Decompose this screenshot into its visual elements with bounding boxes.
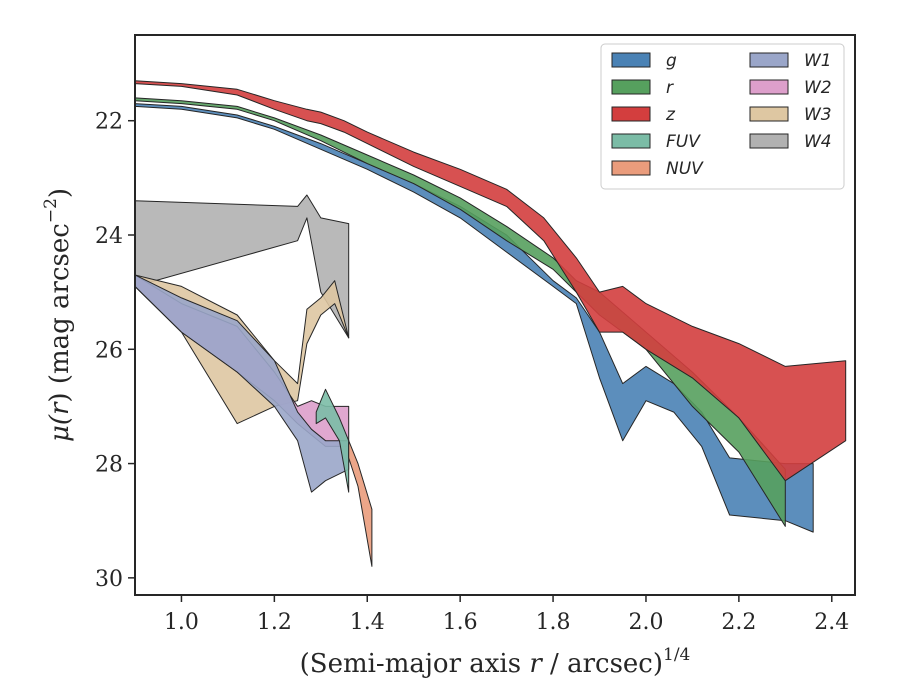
x-tick-label: 2.4 (814, 610, 849, 635)
band-fuv (315, 388, 350, 493)
legend-swatch-w1 (749, 52, 789, 68)
legend-swatch-nuv (611, 160, 651, 176)
legend-swatch-fuv (611, 133, 651, 149)
band-nuv (348, 440, 373, 567)
legend-label-z: z (665, 105, 676, 125)
legend-label-g: g (666, 51, 677, 71)
legend-label-fuv: FUV (666, 132, 701, 152)
x-axis-ticks: 1.0 1.2 1.4 1.6 1.8 2.0 2.2 2.4 (164, 595, 849, 635)
x-tick-label: 1.0 (164, 610, 199, 635)
plot-frame (134, 34, 856, 596)
legend-swatch-r (611, 79, 651, 95)
x-tick-label: 2.2 (721, 610, 756, 635)
band-r (135, 97, 786, 527)
legend-label-w2: W2 (804, 78, 832, 98)
legend-label-nuv: NUV (666, 159, 704, 179)
legend-swatch-w3 (749, 106, 789, 122)
x-axis-label: (Semi-major axis r / arcsec)1/4 (300, 645, 691, 679)
y-tick-label: 24 (95, 224, 123, 249)
y-tick-label: 30 (95, 567, 123, 592)
y-axis-ticks: 22 24 26 28 30 (95, 110, 135, 592)
x-tick-label: 1.2 (257, 610, 292, 635)
legend: grz FUV NUV W1 W2 W3 W4 (600, 43, 845, 190)
x-tick-label: 1.6 (443, 610, 478, 635)
x-tick-label: 1.4 (350, 610, 385, 635)
legend-swatch-g (611, 52, 651, 68)
legend-swatch-w2 (749, 79, 789, 95)
legend-label-r: r (666, 78, 674, 98)
y-tick-label: 26 (95, 338, 123, 363)
legend-label-w3: W3 (804, 105, 832, 125)
x-tick-label: 2.0 (628, 610, 663, 635)
profile-bands (135, 80, 847, 567)
x-tick-label: 1.8 (536, 610, 571, 635)
legend-swatch-w4 (749, 133, 789, 149)
y-tick-label: 28 (95, 453, 123, 478)
y-tick-label: 22 (95, 110, 123, 135)
legend-label-w1: W1 (804, 51, 832, 71)
legend-swatch-z (611, 106, 651, 122)
band-z (135, 80, 847, 482)
legend-label-w4: W4 (804, 132, 832, 152)
y-axis-label: μ(r) (mag arcsec−2) (41, 188, 75, 442)
